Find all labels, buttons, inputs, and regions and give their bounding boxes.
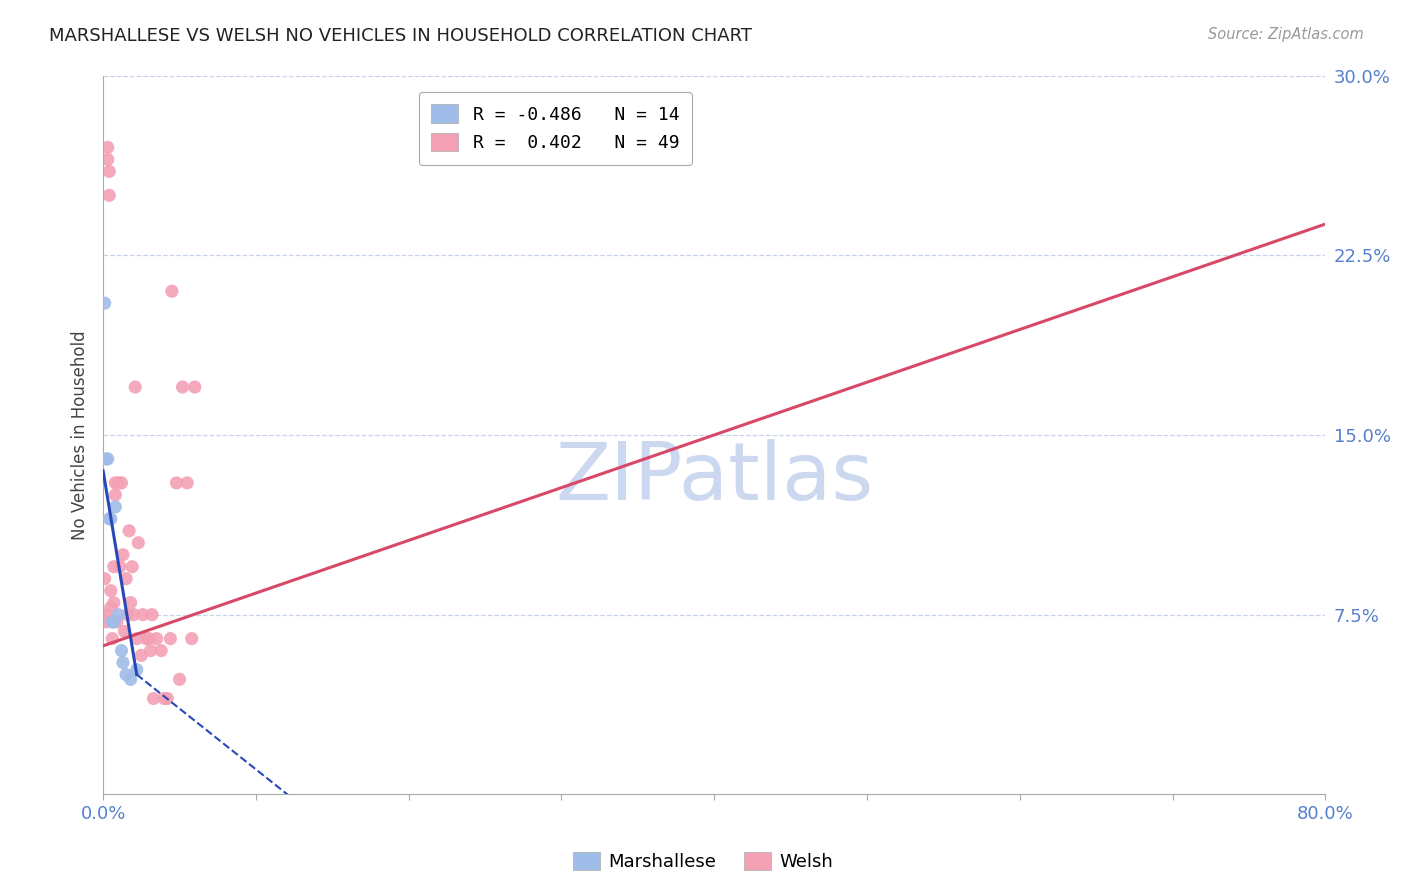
Point <box>100 512 122 526</box>
Point <box>124 380 146 394</box>
Point <box>117 607 139 622</box>
Point <box>131 648 153 663</box>
Point <box>120 673 142 687</box>
Point <box>166 475 188 490</box>
Point <box>184 380 207 394</box>
Point <box>122 607 145 622</box>
Point <box>101 615 124 629</box>
Point <box>127 535 149 549</box>
Point <box>104 500 127 514</box>
Point <box>118 524 141 538</box>
Point <box>145 632 167 646</box>
Text: Source: ZipAtlas.com: Source: ZipAtlas.com <box>1208 27 1364 42</box>
Point <box>153 691 176 706</box>
Point <box>104 488 127 502</box>
Point <box>98 188 121 202</box>
Legend: Marshallese, Welsh: Marshallese, Welsh <box>565 845 841 879</box>
Point <box>96 451 118 466</box>
Point <box>105 615 128 629</box>
Point <box>169 673 191 687</box>
Y-axis label: No Vehicles in Household: No Vehicles in Household <box>72 330 89 540</box>
Point <box>121 559 143 574</box>
Point <box>103 596 125 610</box>
Point <box>115 667 138 681</box>
Point <box>101 632 124 646</box>
Point <box>100 600 122 615</box>
Point <box>97 153 120 167</box>
Point <box>160 284 183 298</box>
Point <box>107 475 129 490</box>
Point <box>110 475 132 490</box>
Point <box>110 643 132 657</box>
Point <box>100 583 122 598</box>
Point <box>97 140 120 154</box>
Point <box>139 643 162 657</box>
Point <box>125 632 148 646</box>
Point <box>98 164 121 178</box>
Point <box>115 572 138 586</box>
Point <box>176 475 198 490</box>
Point <box>103 615 125 629</box>
Point <box>93 572 115 586</box>
Point <box>108 559 131 574</box>
Text: MARSHALLESE VS WELSH NO VEHICLES IN HOUSEHOLD CORRELATION CHART: MARSHALLESE VS WELSH NO VEHICLES IN HOUS… <box>49 27 752 45</box>
Point <box>111 548 134 562</box>
Text: ZIPatlas: ZIPatlas <box>555 439 873 517</box>
Point <box>98 512 121 526</box>
Point <box>138 632 160 646</box>
Point <box>96 607 118 622</box>
Point <box>107 607 129 622</box>
Point <box>97 451 120 466</box>
Point <box>150 643 173 657</box>
Point <box>142 691 165 706</box>
Point <box>111 656 134 670</box>
Point <box>156 691 179 706</box>
Point <box>96 615 118 629</box>
Point <box>93 296 115 310</box>
Point <box>172 380 194 394</box>
Point <box>159 632 181 646</box>
Legend: R = -0.486   N = 14, R =  0.402   N = 49: R = -0.486 N = 14, R = 0.402 N = 49 <box>419 92 692 165</box>
Point <box>101 615 124 629</box>
Point <box>104 475 127 490</box>
Point <box>103 559 125 574</box>
Point <box>125 663 148 677</box>
Point <box>180 632 202 646</box>
Point <box>141 607 163 622</box>
Point <box>132 607 155 622</box>
Point <box>120 596 142 610</box>
Point <box>114 624 136 639</box>
Point <box>135 632 157 646</box>
